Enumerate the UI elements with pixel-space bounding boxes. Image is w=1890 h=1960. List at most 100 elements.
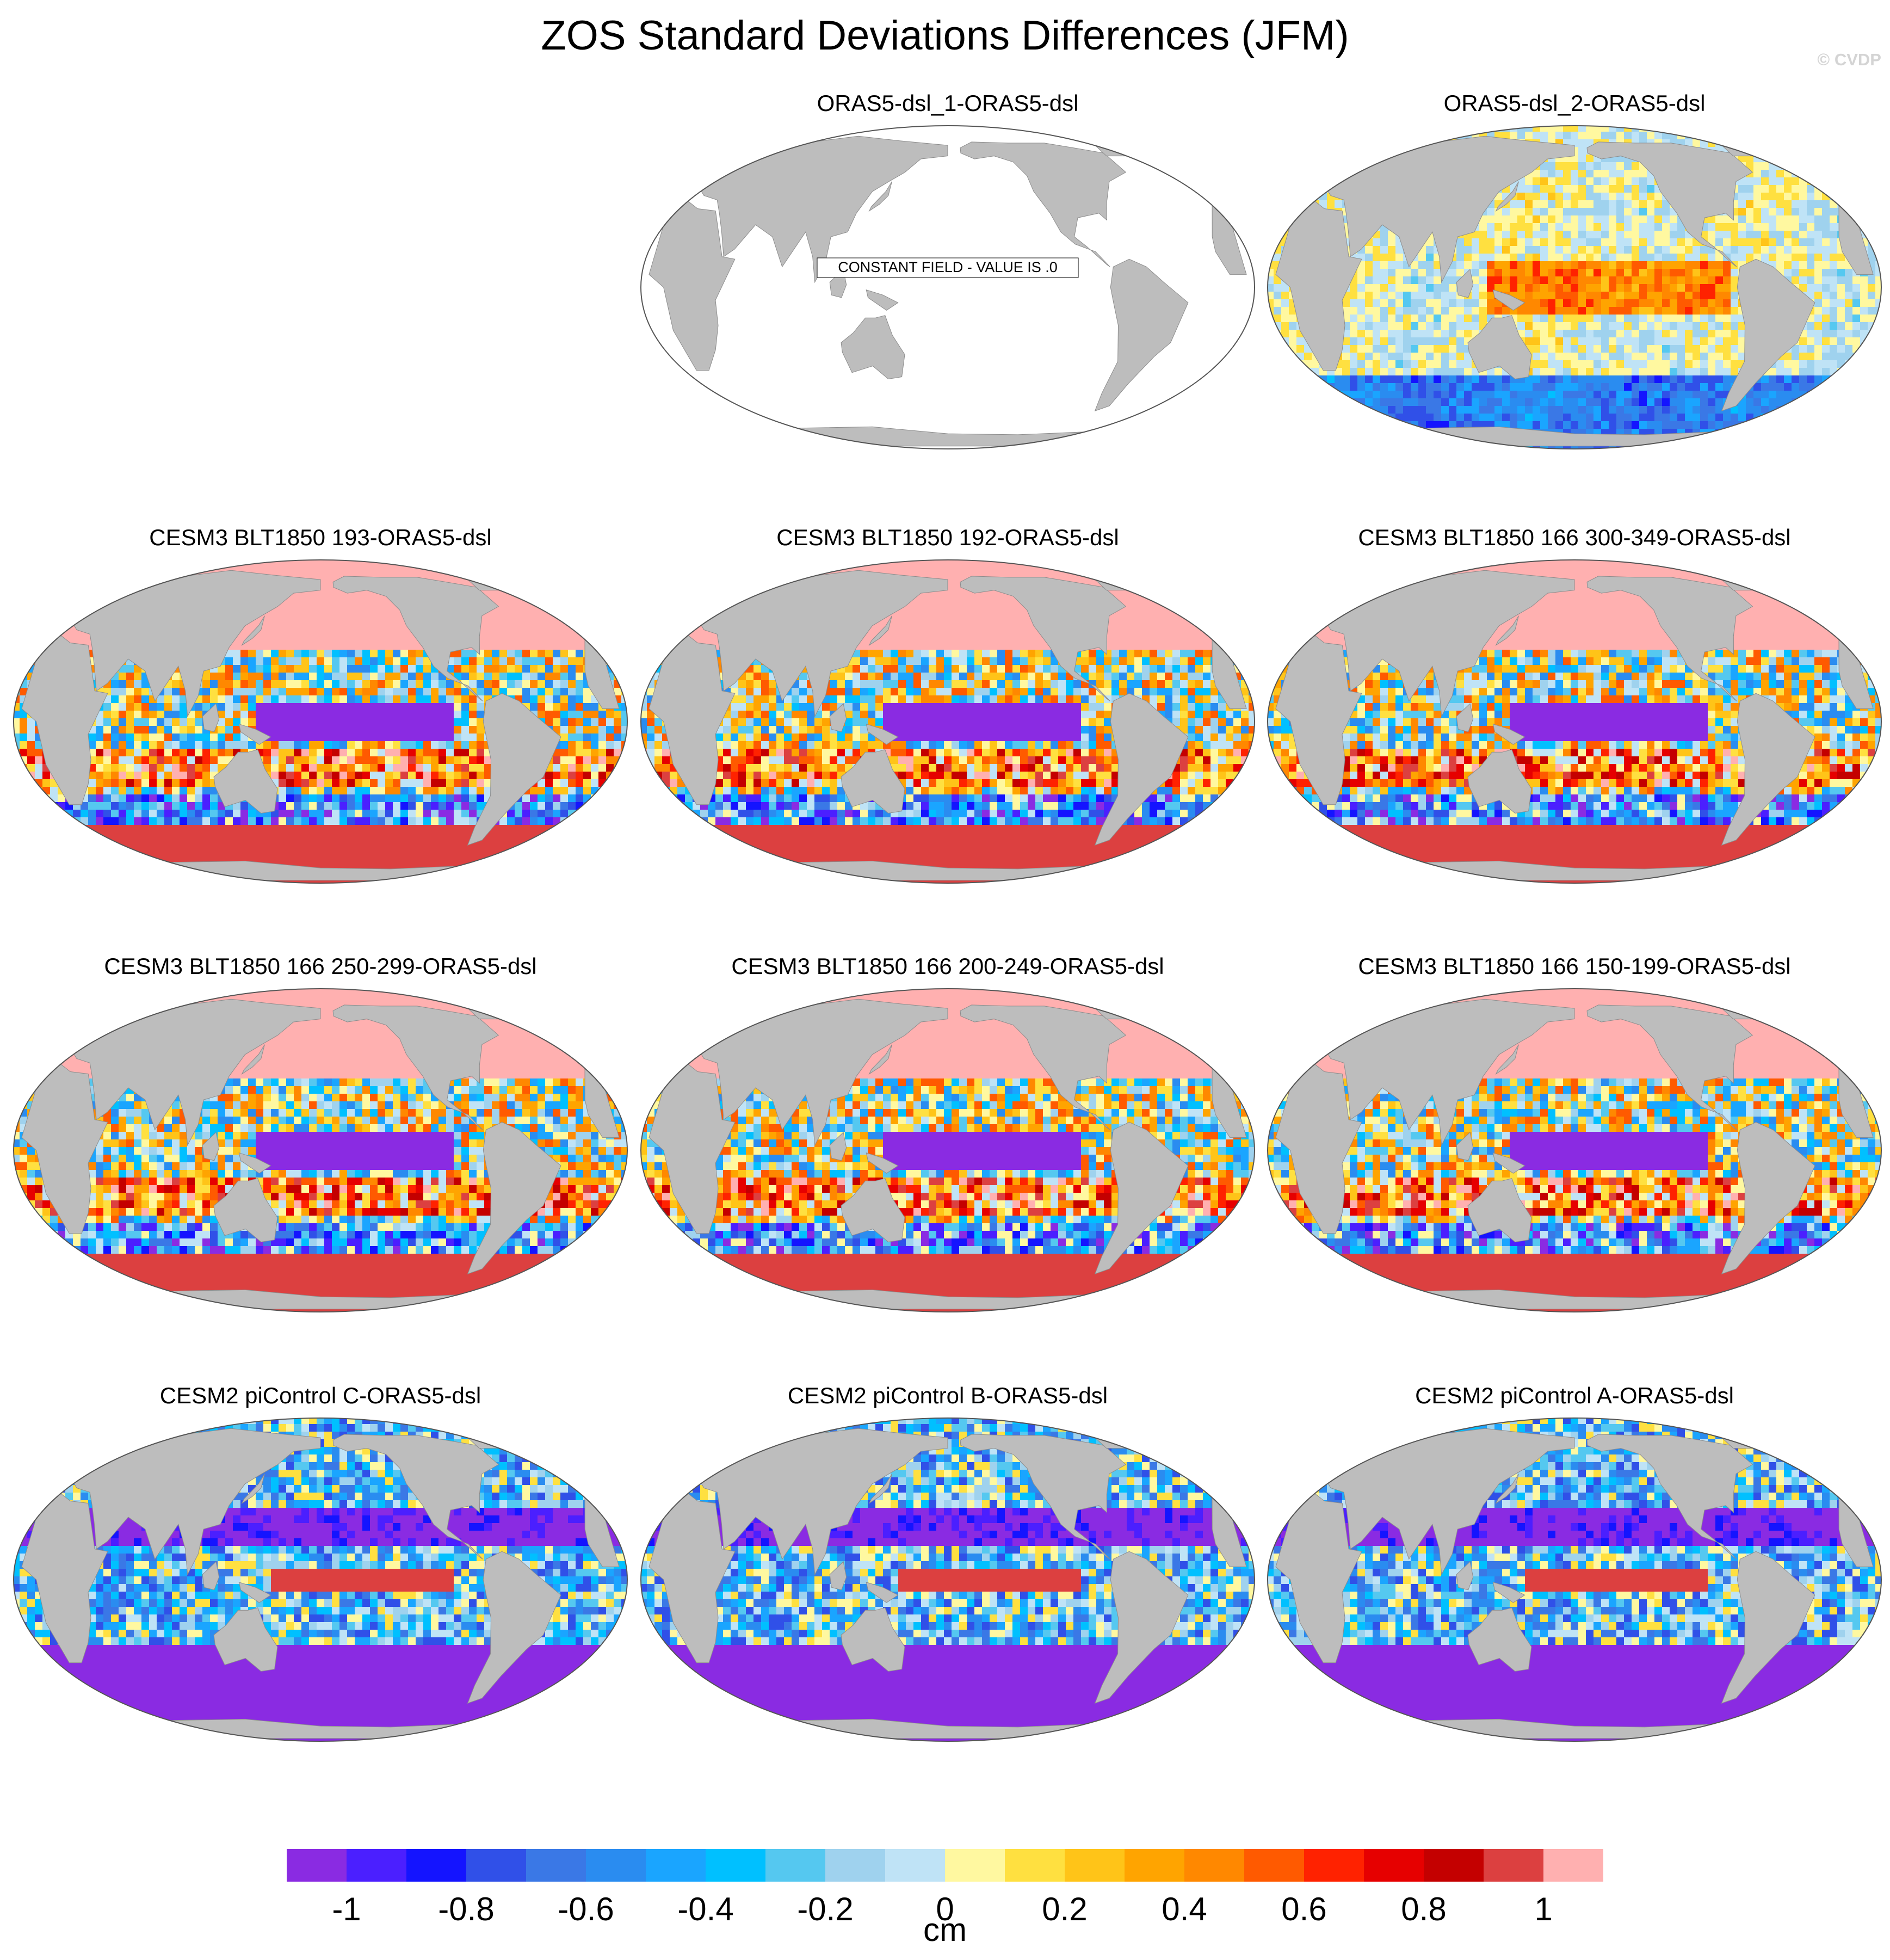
field-cell — [309, 634, 317, 643]
field-cell — [1830, 269, 1838, 277]
field-cell — [1792, 147, 1800, 155]
field-cell — [1769, 391, 1777, 399]
field-cell — [1632, 368, 1640, 376]
field-cell — [35, 566, 43, 574]
field-cell — [301, 665, 310, 673]
field-cell — [1624, 254, 1632, 262]
field-cell — [621, 657, 627, 665]
field-cell — [560, 612, 569, 620]
field-cell — [347, 642, 355, 650]
field-cell — [355, 673, 363, 681]
field-cell — [1418, 315, 1426, 323]
field-cell — [1548, 368, 1556, 376]
field-cell — [1875, 421, 1881, 429]
field-cell — [1769, 246, 1777, 254]
field-cell — [1609, 353, 1617, 361]
field-cell — [416, 680, 424, 688]
field-cell — [1693, 436, 1701, 445]
field-cell — [1784, 200, 1792, 208]
field-cell — [1335, 421, 1343, 429]
field-cell — [1685, 126, 1693, 132]
field-cell — [568, 589, 576, 597]
field-cell — [1426, 345, 1434, 353]
field-cell — [1586, 353, 1594, 361]
field-cell — [324, 560, 332, 566]
field-cell — [1875, 292, 1881, 300]
field-cell — [1601, 200, 1609, 208]
field-cell — [1609, 246, 1617, 254]
field-cell — [1388, 147, 1396, 155]
field-cell — [279, 680, 287, 688]
field-cell — [50, 574, 58, 582]
field-cell — [1715, 330, 1724, 338]
field-cell — [1555, 132, 1564, 140]
field-cell — [1624, 208, 1632, 216]
field-cell — [1335, 406, 1343, 414]
field-cell — [492, 665, 500, 673]
field-cell — [1792, 238, 1800, 246]
field-cell — [1472, 231, 1480, 239]
field-cell — [1563, 299, 1571, 307]
field-cell — [1792, 421, 1800, 429]
field-cell — [1799, 398, 1807, 406]
field-cell — [1814, 391, 1823, 399]
field-cell — [1373, 322, 1381, 330]
field-cell — [1403, 383, 1411, 391]
field-cell — [1578, 139, 1586, 147]
field-cell — [1654, 200, 1663, 208]
field-cell — [1388, 429, 1396, 437]
field-cell — [362, 627, 370, 635]
field-cell — [1860, 322, 1868, 330]
panel-title: ORAS5-dsl_2-ORAS5-dsl — [1266, 90, 1883, 116]
field-cell — [431, 688, 439, 696]
field-cell — [1670, 238, 1678, 246]
field-cell — [1517, 200, 1525, 208]
field-cell — [324, 627, 332, 635]
field-cell — [1868, 170, 1876, 178]
field-cell — [1693, 292, 1701, 300]
field-cell — [1540, 444, 1548, 449]
field-cell — [378, 627, 386, 635]
field-cell — [423, 680, 431, 688]
field-cell — [1268, 398, 1274, 406]
field-cell — [88, 596, 96, 605]
field-cell — [1670, 231, 1678, 239]
land-polygon — [1467, 315, 1532, 380]
field-cell — [1609, 368, 1617, 376]
field-cell — [1289, 360, 1297, 368]
field-cell — [20, 596, 28, 605]
field-cell — [1464, 375, 1472, 384]
field-cell — [1548, 177, 1556, 186]
land-polygon — [681, 135, 948, 283]
field-cell — [538, 612, 546, 620]
field-cell — [1776, 126, 1784, 132]
field-cell — [1868, 391, 1876, 399]
field-cell — [42, 619, 51, 627]
field-cell — [1426, 330, 1434, 338]
field-cell — [408, 665, 416, 673]
field-cell — [1693, 375, 1701, 384]
field-cell — [1792, 276, 1800, 285]
field-cell — [1472, 406, 1480, 414]
field-cell — [1525, 231, 1533, 239]
field-cell — [1274, 155, 1282, 163]
field-cell — [576, 642, 584, 650]
field-cell — [1807, 254, 1815, 262]
field-cell — [1616, 215, 1625, 224]
field-cell — [1624, 391, 1632, 399]
field-cell — [1472, 322, 1480, 330]
field-cell — [1548, 353, 1556, 361]
field-cell — [1312, 126, 1320, 132]
field-cell — [530, 688, 538, 696]
field-cell — [591, 634, 599, 643]
field-cell — [1449, 421, 1457, 429]
field-cell — [1548, 292, 1556, 300]
field-cell — [1449, 414, 1457, 422]
field-cell — [1540, 383, 1548, 391]
field-cell — [1624, 223, 1632, 231]
field-cell — [286, 560, 294, 566]
field-cell — [1434, 421, 1442, 429]
field-cell — [1540, 353, 1548, 361]
field-cell — [1533, 238, 1541, 246]
field-cell — [1373, 315, 1381, 323]
